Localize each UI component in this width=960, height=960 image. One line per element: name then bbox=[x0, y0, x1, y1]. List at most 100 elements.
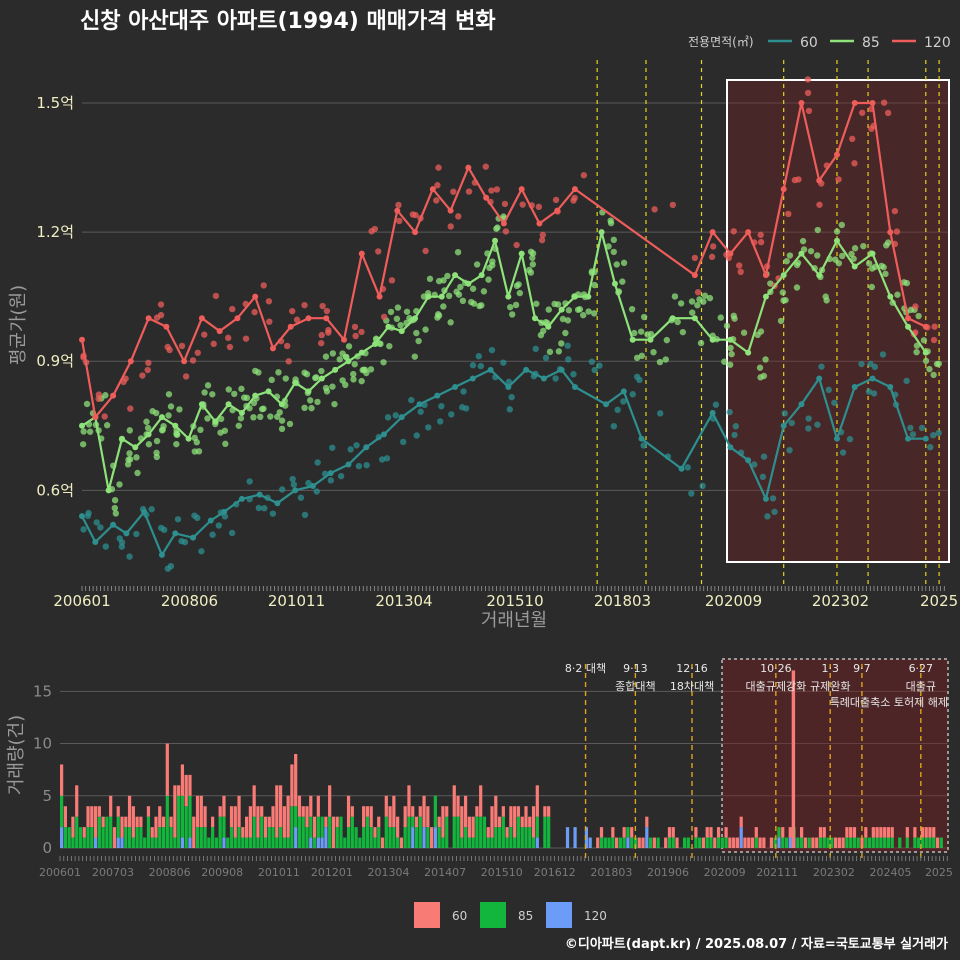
scatter-point-120 bbox=[101, 413, 108, 420]
scatter-point-120 bbox=[201, 331, 208, 338]
scatter-point-60 bbox=[786, 446, 793, 454]
bar-segment-60 bbox=[252, 785, 256, 817]
scatter-point-85 bbox=[176, 406, 183, 413]
scatter-point-85 bbox=[350, 376, 357, 383]
bar-segment-60 bbox=[664, 837, 668, 848]
scatter-point-60 bbox=[759, 473, 767, 481]
scatter-point-60 bbox=[614, 406, 621, 414]
bar-segment-85 bbox=[207, 837, 211, 848]
scatter-point-60 bbox=[327, 477, 335, 484]
bar-segment-85 bbox=[709, 837, 713, 848]
series-point-60 bbox=[727, 444, 734, 451]
series-point-85 bbox=[79, 422, 85, 429]
bottom-x-ticks: 200601 200703 200806 200908 201011 201201 2013… bbox=[39, 856, 953, 879]
series-point-120 bbox=[922, 323, 929, 330]
scatter-point-85 bbox=[697, 339, 705, 347]
series-point-85 bbox=[798, 250, 805, 257]
top-x-axis-title: 거래년월 bbox=[481, 610, 547, 631]
series-point-120 bbox=[465, 164, 472, 171]
bar-segment-60 bbox=[811, 837, 815, 848]
scatter-point-85 bbox=[509, 311, 516, 318]
bar-segment-85 bbox=[414, 827, 419, 848]
bar-segment-85 bbox=[275, 837, 279, 848]
bar-segment-60 bbox=[815, 837, 819, 848]
scatter-point-85 bbox=[240, 394, 248, 401]
scatter-point-85 bbox=[516, 289, 524, 297]
scatter-point-85 bbox=[565, 307, 573, 314]
bar-segment-60 bbox=[97, 806, 101, 817]
bar-segment-120 bbox=[294, 827, 298, 848]
bar-segment-60 bbox=[611, 827, 615, 838]
legend-label-120: 120 bbox=[924, 35, 951, 51]
bar-segment-85 bbox=[599, 837, 604, 848]
bar-segment-85 bbox=[520, 827, 524, 848]
scatter-point-85 bbox=[610, 248, 617, 256]
scatter-point-85 bbox=[422, 326, 429, 333]
bottom-legend-swatch-85 bbox=[480, 902, 506, 928]
series-point-120 bbox=[798, 100, 805, 107]
bar-segment-60 bbox=[920, 827, 925, 838]
scatter-point-120 bbox=[539, 231, 547, 239]
series-point-85 bbox=[358, 349, 365, 356]
scatter-point-85 bbox=[656, 358, 664, 366]
series-point-85 bbox=[412, 315, 419, 322]
bar-segment-60 bbox=[932, 827, 936, 838]
scatter-point-85 bbox=[221, 427, 229, 434]
scatter-point-85 bbox=[440, 303, 447, 310]
bar-segment-120 bbox=[588, 837, 592, 848]
scatter-point-85 bbox=[848, 250, 855, 258]
bar-segment-85 bbox=[856, 837, 860, 848]
bottom-x-tick-label: 201510 bbox=[481, 866, 523, 879]
bar-segment-60 bbox=[860, 837, 864, 848]
scatter-point-60 bbox=[760, 453, 768, 460]
scatter-point-120 bbox=[669, 201, 677, 209]
scatter-point-120 bbox=[785, 210, 792, 218]
scatter-point-85 bbox=[786, 252, 794, 259]
bar-segment-120 bbox=[93, 837, 98, 848]
series-point-85 bbox=[118, 435, 125, 442]
scatter-point-85 bbox=[444, 272, 451, 280]
bar-segment-85 bbox=[260, 816, 264, 848]
top-x-tick-label: 201304 bbox=[375, 592, 432, 610]
bar-segment-85 bbox=[403, 827, 407, 848]
bar-segment-60 bbox=[849, 827, 853, 838]
scatter-point-85 bbox=[638, 352, 646, 360]
scatter-point-85 bbox=[124, 461, 132, 468]
scatter-point-60 bbox=[400, 438, 407, 446]
scatter-point-85 bbox=[238, 385, 245, 393]
bar-segment-85 bbox=[203, 827, 207, 848]
series-point-120 bbox=[358, 250, 365, 257]
bottom-x-tick-label: 200908 bbox=[201, 866, 243, 879]
scatter-point-85 bbox=[590, 310, 598, 317]
event-name-label: 대출규 bbox=[906, 680, 936, 693]
series-point-85 bbox=[745, 349, 752, 356]
scatter-point-85 bbox=[882, 270, 889, 278]
scatter-point-85 bbox=[201, 389, 208, 396]
scatter-point-85 bbox=[308, 404, 315, 412]
series-point-120 bbox=[745, 229, 752, 236]
bar-segment-85 bbox=[354, 827, 358, 848]
series-point-60 bbox=[638, 435, 645, 442]
scatter-point-85 bbox=[777, 317, 785, 325]
series-point-85 bbox=[398, 328, 405, 335]
bar-segment-85 bbox=[667, 837, 672, 848]
scatter-point-85 bbox=[740, 329, 748, 336]
bar-segment-85 bbox=[90, 827, 94, 848]
bar-segment-85 bbox=[373, 837, 377, 848]
scatter-point-120 bbox=[212, 292, 220, 300]
bottom-x-tick-label: 201201 bbox=[311, 866, 353, 879]
scatter-point-120 bbox=[388, 277, 396, 284]
bar-segment-85 bbox=[531, 837, 536, 848]
scatter-point-120 bbox=[251, 308, 258, 316]
scatter-point-85 bbox=[278, 425, 286, 433]
series-point-85 bbox=[905, 323, 912, 330]
bar-segment-85 bbox=[154, 837, 158, 848]
bar-segment-85 bbox=[188, 795, 192, 838]
bar-segment-60 bbox=[82, 827, 86, 838]
bottom-legend-label-85: 85 bbox=[518, 909, 533, 923]
bar-segment-85 bbox=[165, 795, 169, 848]
series-point-60 bbox=[540, 375, 547, 382]
scatter-point-85 bbox=[301, 404, 308, 412]
bar-segment-85 bbox=[256, 837, 260, 848]
scatter-point-120 bbox=[396, 217, 403, 225]
